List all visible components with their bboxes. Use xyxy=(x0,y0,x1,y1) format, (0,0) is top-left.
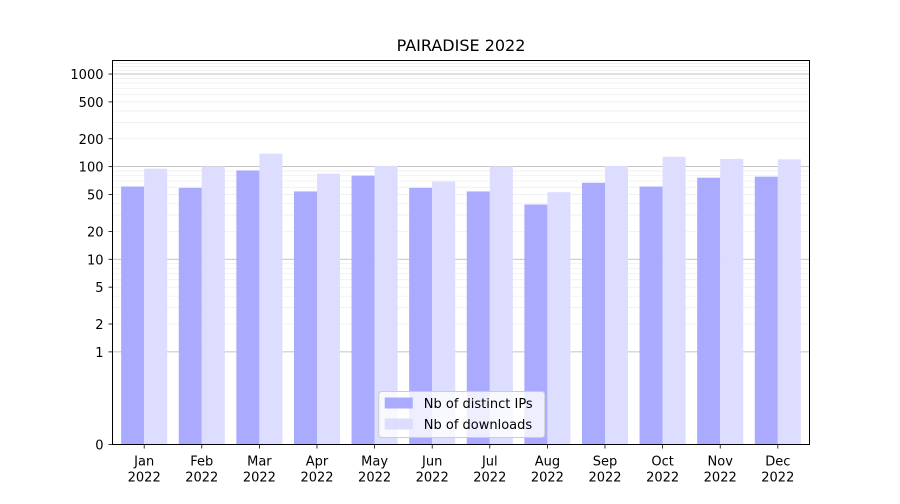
y-tick-label: 10 xyxy=(87,253,104,268)
legend-label: Nb of distinct IPs xyxy=(424,397,533,412)
x-tick-label: 2022 xyxy=(588,471,621,486)
y-tick-label: 0 xyxy=(95,439,103,454)
x-tick-label: 2022 xyxy=(300,471,333,486)
axis-layer: Jan2022Feb2022Mar2022Apr2022May2022Jun20… xyxy=(70,68,794,485)
bar-distinct-ips xyxy=(754,176,778,445)
bar-downloads xyxy=(316,173,341,445)
chart-title: PAIRADISE 2022 xyxy=(397,36,526,55)
legend-swatch xyxy=(384,418,413,430)
y-tick-label: 500 xyxy=(79,96,104,111)
bar-distinct-ips xyxy=(351,175,375,445)
bar-downloads xyxy=(489,166,513,445)
bar-distinct-ips xyxy=(236,170,260,445)
x-tick-label: 2022 xyxy=(416,471,449,486)
bar-distinct-ips xyxy=(581,182,606,445)
x-tick-label: Mar xyxy=(247,455,272,470)
bar-downloads xyxy=(720,158,744,445)
bar-distinct-ips xyxy=(409,187,433,445)
bar-downloads xyxy=(201,166,225,445)
x-tick-label: Sep xyxy=(593,455,618,470)
x-tick-label: 2022 xyxy=(704,471,737,486)
x-tick-label: May xyxy=(361,455,388,470)
bar-distinct-ips xyxy=(524,204,548,445)
legend-label: Nb of downloads xyxy=(424,418,533,433)
x-tick-label: Apr xyxy=(306,455,329,470)
bar-downloads xyxy=(432,181,456,445)
x-tick-label: Jul xyxy=(481,455,498,470)
bar-distinct-ips xyxy=(697,177,721,445)
x-tick-label: Jan xyxy=(133,455,154,470)
y-tick-label: 1000 xyxy=(70,68,103,83)
x-tick-label: Aug xyxy=(535,455,560,470)
y-tick-label: 2 xyxy=(95,318,103,333)
legend-swatch xyxy=(384,397,413,409)
plot-frame xyxy=(112,60,810,445)
x-tick-label: Feb xyxy=(190,455,213,470)
y-tick-label: 20 xyxy=(87,225,104,240)
x-tick-label: 2022 xyxy=(128,471,161,486)
bar-downloads xyxy=(259,153,283,445)
x-tick-label: 2022 xyxy=(358,471,391,486)
bar-distinct-ips xyxy=(178,187,202,445)
bar-downloads xyxy=(547,192,571,445)
bar-layer xyxy=(121,153,801,445)
y-tick-label: 200 xyxy=(79,133,104,148)
y-tick-label: 50 xyxy=(87,189,104,204)
x-tick-label: Oct xyxy=(651,455,673,470)
grid-layer xyxy=(112,60,810,353)
bar-downloads xyxy=(605,165,629,445)
y-tick-label: 100 xyxy=(79,161,104,176)
x-tick-label: Dec xyxy=(765,455,790,470)
x-tick-label: 2022 xyxy=(531,471,564,486)
bar-distinct-ips xyxy=(293,191,317,445)
bar-downloads xyxy=(777,159,801,445)
bar-downloads xyxy=(662,156,686,445)
y-tick-label: 1 xyxy=(95,346,103,361)
x-tick-label: Jun xyxy=(421,455,442,470)
y-tick-label: 5 xyxy=(95,281,103,296)
x-tick-label: 2022 xyxy=(243,471,276,486)
x-tick-label: 2022 xyxy=(185,471,218,486)
bar-distinct-ips xyxy=(121,186,145,445)
legend: Nb of distinct IPs Nb of downloads xyxy=(378,391,546,438)
x-tick-label: 2022 xyxy=(761,471,794,486)
bar-downloads xyxy=(144,168,168,445)
x-tick-label: 2022 xyxy=(473,471,506,486)
x-tick-label: Nov xyxy=(708,455,734,470)
bar-downloads xyxy=(374,165,398,445)
legend-box xyxy=(378,391,546,438)
bar-distinct-ips xyxy=(639,186,663,445)
x-tick-label: 2022 xyxy=(646,471,679,486)
bar-distinct-ips xyxy=(466,191,490,445)
